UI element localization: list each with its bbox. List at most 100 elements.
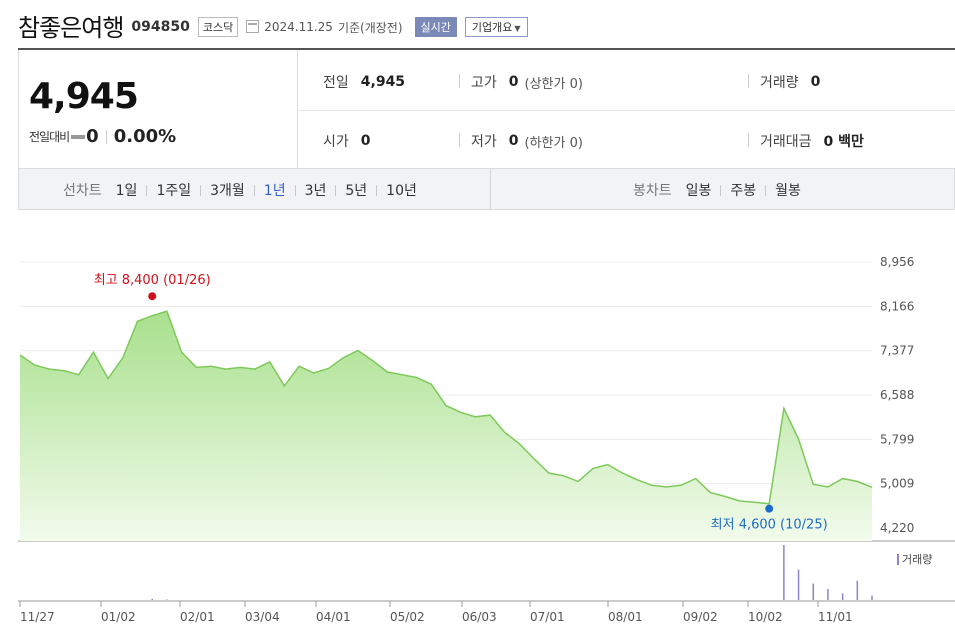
change-label: 전일대비 <box>29 130 70 144</box>
y-tick-label: 4,220 <box>880 521 914 535</box>
candle-weekly[interactable]: 주봉 <box>730 183 757 199</box>
candle-monthly[interactable]: 월봉 <box>775 183 801 199</box>
price-line <box>19 310 873 505</box>
volume: 거래량 0 <box>748 72 821 92</box>
high-marker <box>148 292 157 301</box>
toolbar-divider <box>490 169 491 209</box>
volume-bar <box>151 598 153 600</box>
x-tick-label: 11/27 <box>20 610 55 624</box>
x-tick-label: 10/02 <box>748 610 783 624</box>
lower-limit: (하한가 0) <box>524 135 583 151</box>
header-divider <box>18 48 955 50</box>
candle-chart-periods: 봉차트 일봉 주봉 월봉 <box>633 180 801 200</box>
volume-bar <box>812 583 814 600</box>
y-tick-label: 6,588 <box>880 388 914 402</box>
period-3y[interactable]: 3년 <box>304 183 327 199</box>
calendar-icon <box>246 20 260 33</box>
stock-header: 참좋은여행 094850 코스닥 2024.11.25 기준(개장전) 실시간 … <box>18 8 528 42</box>
high-annotation: 최고 8,400 (01/26) <box>94 273 211 288</box>
cell-separator <box>748 133 749 147</box>
x-tick-label: 04/01 <box>316 610 351 624</box>
no-change-icon <box>71 134 86 139</box>
volume-bar <box>827 589 829 600</box>
caret-down-icon: ▼ <box>514 23 521 33</box>
volume-value: 0 <box>810 74 821 90</box>
volume-label: 거래량 <box>760 75 799 91</box>
y-tick-label: 7,377 <box>880 344 914 358</box>
candle-daily[interactable]: 일봉 <box>685 183 712 199</box>
price-area <box>20 311 872 541</box>
stock-code: 094850 <box>131 19 190 35</box>
y-tick-label: 8,166 <box>880 299 914 313</box>
x-tick-label: 06/03 <box>462 610 497 624</box>
prev-close-value: 4,945 <box>360 74 406 90</box>
period-1w[interactable]: 1주일 <box>156 183 192 199</box>
x-tick-label: 03/04 <box>245 610 280 624</box>
base-date-note: 기준(개장전) <box>337 20 403 35</box>
period-10y[interactable]: 10년 <box>386 183 417 199</box>
current-price: 4,945 <box>29 76 139 117</box>
candle-chart-label: 봉차트 <box>633 183 672 199</box>
cell-separator <box>748 74 749 88</box>
open-label: 시가 <box>323 134 349 150</box>
line-chart-label: 선차트 <box>63 183 102 199</box>
high-price: 고가 0 (상한가 0) <box>459 72 583 92</box>
y-tick-label: 5,799 <box>880 432 914 446</box>
trade-amount: 거래대금 0 백만 <box>748 131 864 151</box>
volume-legend-label: 거래량 <box>902 553 933 566</box>
company-info-button[interactable]: 기업개요 ▼ <box>464 16 528 37</box>
high-value: 0 <box>508 74 519 90</box>
volume-bar <box>783 545 785 600</box>
volume-bar <box>871 595 873 600</box>
low-marker <box>765 504 774 513</box>
volume-bar <box>841 593 844 600</box>
x-tick-label: 08/01 <box>608 610 643 624</box>
upper-limit: (상한가 0) <box>524 76 583 92</box>
line-chart-periods: 선차트 1일 1주일 3개월 1년 3년 5년 10년 <box>63 180 417 200</box>
volume-bar <box>166 599 168 600</box>
period-3m[interactable]: 3개월 <box>210 183 245 199</box>
info-divider <box>298 110 955 111</box>
price-summary: 4,945 전일대비 0 0.00% <box>18 50 298 168</box>
period-toolbar: 선차트 1일 1주일 3개월 1년 3년 5년 10년 봉차트 일봉 주봉 월봉 <box>18 168 955 210</box>
change-separator <box>105 129 107 144</box>
x-tick-label: 07/01 <box>530 610 565 624</box>
change-value: 0 <box>86 126 99 147</box>
quote-info: 전일 4,945 고가 0 (상한가 0) 거래량 0 시가 0 저가 0 (하… <box>298 50 955 168</box>
low-price: 저가 0 (하한가 0) <box>459 131 583 151</box>
cell-separator <box>459 133 460 147</box>
volume-bar <box>856 580 859 600</box>
change-rate: 0.00% <box>113 126 177 147</box>
price-change: 전일대비 0 0.00% <box>29 126 176 147</box>
period-1y[interactable]: 1년 <box>263 183 286 199</box>
x-tick-label: 02/01 <box>180 610 215 624</box>
cell-separator <box>459 74 460 88</box>
company-info-label: 기업개요 <box>471 20 513 34</box>
x-tick-label: 01/02 <box>101 610 136 624</box>
low-value: 0 <box>508 133 519 149</box>
realtime-button[interactable]: 실시간 <box>414 16 457 37</box>
y-tick-label: 5,009 <box>880 477 914 491</box>
volume-legend-marker <box>897 553 899 565</box>
amount-value: 0 백만 <box>823 134 864 150</box>
prev-close-label: 전일 <box>323 75 349 91</box>
x-tick-label: 11/01 <box>818 610 853 624</box>
volume-legend: 거래량 <box>897 551 932 567</box>
x-tick-label: 05/02 <box>390 610 425 624</box>
base-date: 2024.11.25 <box>264 20 333 34</box>
open-value: 0 <box>360 133 371 149</box>
low-annotation: 최저 4,600 (10/25) <box>711 518 828 533</box>
market-badge: 코스닥 <box>197 16 239 37</box>
y-tick-label: 8,956 <box>880 255 914 269</box>
low-label: 저가 <box>471 134 497 150</box>
high-label: 고가 <box>471 75 497 91</box>
amount-label: 거래대금 <box>760 134 812 150</box>
open-price: 시가 0 <box>323 131 371 151</box>
period-5y[interactable]: 5년 <box>345 183 368 199</box>
stock-name: 참좋은여행 <box>18 13 124 42</box>
price-chart: 8,956 8,166 7,377 6,588 5,799 5,009 4,220 최고 8… <box>18 255 955 624</box>
volume-bar <box>797 569 800 600</box>
x-tick-label: 09/02 <box>683 610 718 624</box>
prev-close: 전일 4,945 <box>323 72 405 92</box>
period-1d[interactable]: 1일 <box>115 183 138 199</box>
